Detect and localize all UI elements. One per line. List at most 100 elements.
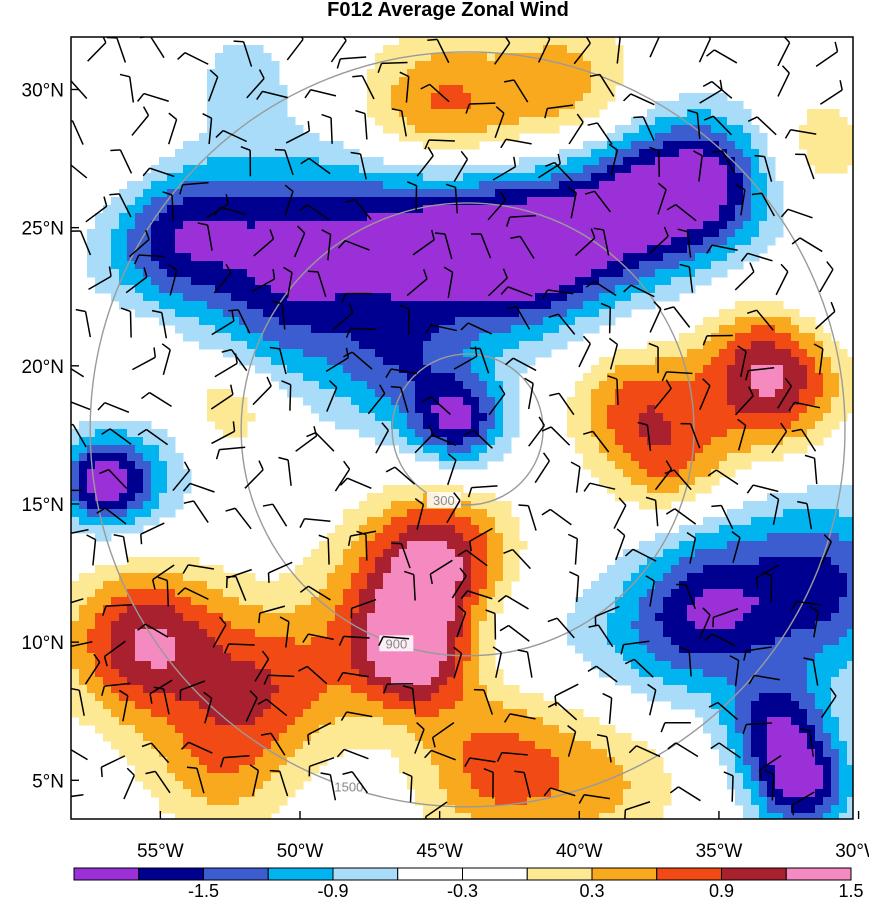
field-cell — [487, 229, 496, 238]
field-cell — [815, 565, 824, 574]
field-cell — [431, 637, 440, 646]
field-cell — [775, 373, 784, 382]
field-cell — [607, 149, 616, 158]
field-cell — [143, 509, 152, 518]
field-cell — [471, 101, 480, 110]
field-cell — [559, 269, 568, 278]
field-cell — [175, 317, 184, 326]
field-cell — [607, 629, 616, 638]
field-cell — [663, 181, 672, 190]
field-cell — [295, 173, 304, 182]
field-cell — [799, 413, 808, 422]
field-cell — [471, 85, 480, 94]
field-cell — [519, 261, 528, 270]
field-cell — [743, 189, 752, 198]
field-cell — [335, 221, 344, 230]
field-cell — [527, 229, 536, 238]
field-cell — [543, 77, 552, 86]
field-cell — [359, 189, 368, 198]
field-cell — [111, 213, 120, 222]
field-cell — [775, 381, 784, 390]
field-cell — [839, 533, 848, 542]
field-cell — [431, 269, 440, 278]
field-cell — [575, 277, 584, 286]
field-cell — [679, 341, 688, 350]
field-cell — [231, 45, 240, 54]
field-cell — [647, 189, 656, 198]
field-cell — [207, 181, 216, 190]
field-cell — [487, 381, 496, 390]
field-cell — [799, 517, 808, 526]
field-cell — [175, 325, 184, 334]
field-cell — [631, 221, 640, 230]
field-cell — [519, 37, 528, 46]
field-cell — [735, 109, 744, 118]
field-cell — [791, 333, 800, 342]
field-cell — [647, 341, 656, 350]
field-cell — [679, 133, 688, 142]
field-cell — [439, 517, 448, 526]
field-cell — [479, 389, 488, 398]
field-cell — [399, 85, 408, 94]
field-cell — [511, 253, 520, 262]
field-cell — [671, 117, 680, 126]
field-cell — [519, 253, 528, 262]
field-cell — [231, 269, 240, 278]
field-cell — [767, 541, 776, 550]
field-cell — [631, 213, 640, 222]
field-cell — [615, 213, 624, 222]
field-cell — [807, 365, 816, 374]
field-cell — [471, 357, 480, 366]
field-cell — [783, 589, 792, 598]
field-cell — [255, 301, 264, 310]
field-cell — [607, 53, 616, 62]
field-cell — [87, 509, 96, 518]
field-cell — [71, 461, 80, 470]
field-cell — [263, 141, 272, 150]
field-cell — [455, 109, 464, 118]
field-cell — [623, 197, 632, 206]
field-cell — [391, 573, 400, 582]
field-cell — [423, 245, 432, 254]
field-cell — [271, 269, 280, 278]
field-cell — [671, 629, 680, 638]
field-cell — [655, 613, 664, 622]
field-cell — [663, 557, 672, 566]
field-cell — [519, 197, 528, 206]
field-cell — [519, 101, 528, 110]
field-cell — [399, 253, 408, 262]
field-cell — [559, 253, 568, 262]
field-cell — [431, 309, 440, 318]
field-cell — [591, 589, 600, 598]
field-cell — [431, 117, 440, 126]
field-cell — [775, 229, 784, 238]
field-cell — [575, 269, 584, 278]
field-cell — [119, 629, 128, 638]
field-cell — [703, 261, 712, 270]
field-cell — [607, 397, 616, 406]
field-cell — [671, 557, 680, 566]
field-cell — [775, 325, 784, 334]
field-cell — [471, 245, 480, 254]
field-cell — [727, 357, 736, 366]
field-cell — [647, 253, 656, 262]
field-cell — [463, 181, 472, 190]
field-cell — [679, 141, 688, 150]
field-cell — [719, 253, 728, 262]
field-cell — [751, 205, 760, 214]
field-cell — [775, 525, 784, 534]
field-cell — [367, 285, 376, 294]
field-cell — [95, 261, 104, 270]
field-cell — [439, 85, 448, 94]
field-cell — [479, 573, 488, 582]
field-cell — [599, 373, 608, 382]
field-cell — [615, 637, 624, 646]
field-cell — [575, 245, 584, 254]
field-cell — [343, 269, 352, 278]
field-cell — [335, 581, 344, 590]
field-cell — [319, 157, 328, 166]
field-cell — [335, 541, 344, 550]
field-cell — [159, 461, 168, 470]
field-cell — [487, 221, 496, 230]
field-cell — [639, 165, 648, 174]
